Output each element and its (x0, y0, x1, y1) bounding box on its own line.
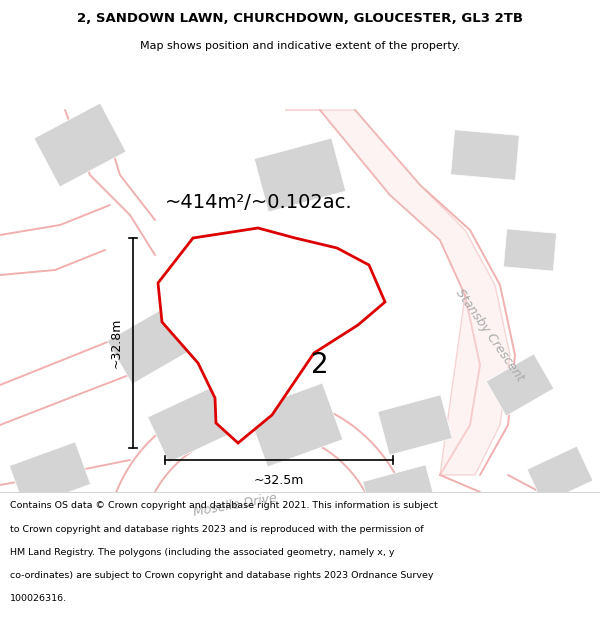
Text: 100026316.: 100026316. (10, 594, 67, 603)
Text: 2, SANDOWN LAWN, CHURCHDOWN, GLOUCESTER, GL3 2TB: 2, SANDOWN LAWN, CHURCHDOWN, GLOUCESTER,… (77, 12, 523, 25)
Text: HM Land Registry. The polygons (including the associated geometry, namely x, y: HM Land Registry. The polygons (includin… (10, 548, 395, 557)
Text: ~414m²/~0.102ac.: ~414m²/~0.102ac. (165, 194, 353, 213)
Polygon shape (503, 229, 557, 271)
Polygon shape (486, 354, 554, 416)
Text: Contains OS data © Crown copyright and database right 2021. This information is : Contains OS data © Crown copyright and d… (10, 501, 438, 510)
Text: to Crown copyright and database rights 2023 and is reproduced with the permissio: to Crown copyright and database rights 2… (10, 524, 424, 534)
Polygon shape (10, 442, 91, 508)
Polygon shape (527, 446, 593, 504)
Polygon shape (247, 383, 343, 467)
Text: Moselle Drive: Moselle Drive (192, 491, 278, 519)
Text: ~32.5m: ~32.5m (254, 474, 304, 487)
Polygon shape (158, 228, 385, 443)
Polygon shape (363, 465, 437, 525)
Text: 2: 2 (311, 351, 329, 379)
Polygon shape (254, 138, 346, 212)
Text: ~32.8m: ~32.8m (110, 318, 123, 368)
Polygon shape (451, 130, 520, 180)
Text: Map shows position and indicative extent of the property.: Map shows position and indicative extent… (140, 41, 460, 51)
Polygon shape (148, 388, 232, 462)
Polygon shape (107, 306, 193, 384)
Polygon shape (378, 395, 452, 455)
Polygon shape (34, 103, 126, 187)
Text: co-ordinates) are subject to Crown copyright and database rights 2023 Ordnance S: co-ordinates) are subject to Crown copyr… (10, 571, 434, 580)
Text: Stansby Crescent: Stansby Crescent (453, 286, 527, 384)
Polygon shape (285, 110, 510, 475)
